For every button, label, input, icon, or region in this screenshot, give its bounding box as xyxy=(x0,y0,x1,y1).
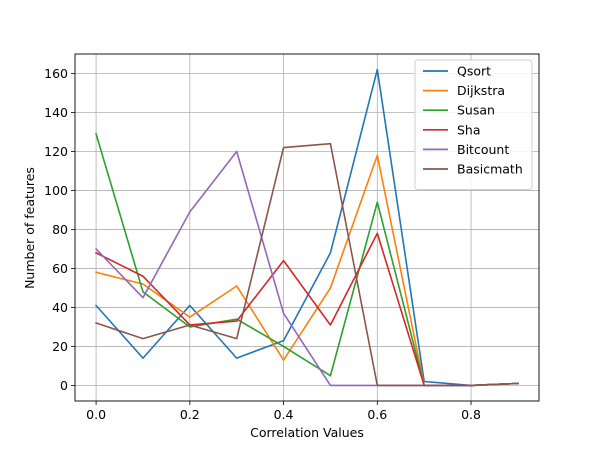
y-tick-label: 100 xyxy=(44,183,68,198)
legend-label: Sha xyxy=(457,122,481,137)
x-tick-label: 0.2 xyxy=(180,407,200,422)
axis-ticks: 0.0 0.2 0.4 0.6 0.8 0 20 40 60 80 100 120 140 160 xyxy=(44,66,481,422)
legend-label: Qsort xyxy=(457,64,491,79)
series-line-basicmath xyxy=(95,142,519,387)
legend-label: Susan xyxy=(457,103,495,118)
x-tick-label: 0.0 xyxy=(86,407,106,422)
x-tick-label: 0.8 xyxy=(461,407,481,422)
series-lines xyxy=(94,68,519,387)
y-tick-label: 140 xyxy=(44,105,68,120)
y-tick-label: 40 xyxy=(52,300,68,315)
y-tick-label: 80 xyxy=(52,222,68,237)
y-tick-label: 20 xyxy=(52,339,68,354)
legend-label: Dijkstra xyxy=(457,83,505,98)
x-axis-label: Correlation Values xyxy=(250,425,364,440)
x-tick-label: 0.6 xyxy=(367,407,387,422)
y-tick-label: 120 xyxy=(44,144,68,159)
legend: Qsort Dijkstra Susan Sha Bitcount Basicmath xyxy=(414,59,533,191)
y-tick-label: 160 xyxy=(44,66,68,81)
x-tick-label: 0.4 xyxy=(274,407,294,422)
plot-frame xyxy=(74,53,540,402)
y-axis-label: Number of features xyxy=(22,167,37,289)
series-line-sha xyxy=(95,232,519,387)
legend-label: Basicmath xyxy=(457,162,523,177)
legend-label: Bitcount xyxy=(457,142,509,157)
y-tick-label: 0 xyxy=(60,378,68,393)
y-tick-label: 60 xyxy=(52,261,68,276)
legend-box xyxy=(414,59,533,191)
